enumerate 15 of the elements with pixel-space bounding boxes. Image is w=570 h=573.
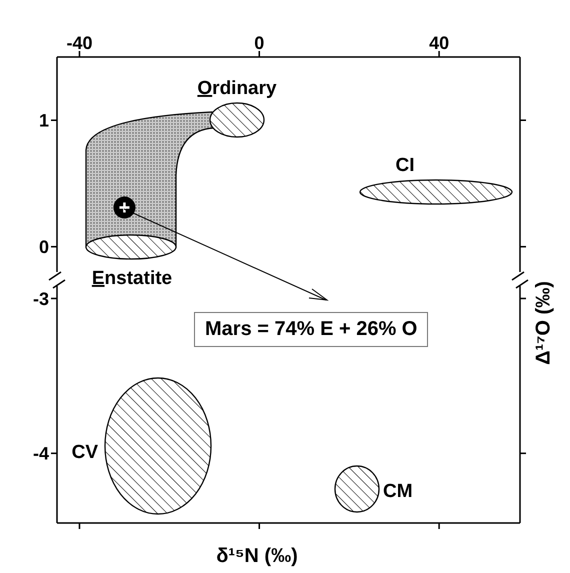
y-tick-label: -3 [32, 288, 49, 309]
x-tick-label: 0 [254, 33, 264, 53]
annotation: Enstatite [92, 268, 172, 289]
y-tick-label: 1 [38, 110, 49, 131]
annotation: CM [383, 481, 413, 502]
x-tick-label: -40 [66, 33, 92, 53]
annotation: CI [396, 155, 414, 176]
annotation: CV [72, 442, 98, 463]
y-tick-label: 0 [38, 237, 49, 258]
x-tick-label: 40 [429, 33, 450, 53]
annotation: Mars = 74% E + 26% O [194, 312, 428, 347]
x-axis-title: δ¹⁵N (‰) [216, 545, 298, 568]
y-tick-label: -4 [32, 444, 49, 464]
annotation: Ordinary [197, 78, 278, 99]
y-axis-title: Δ¹⁷O (‰) [532, 281, 556, 365]
